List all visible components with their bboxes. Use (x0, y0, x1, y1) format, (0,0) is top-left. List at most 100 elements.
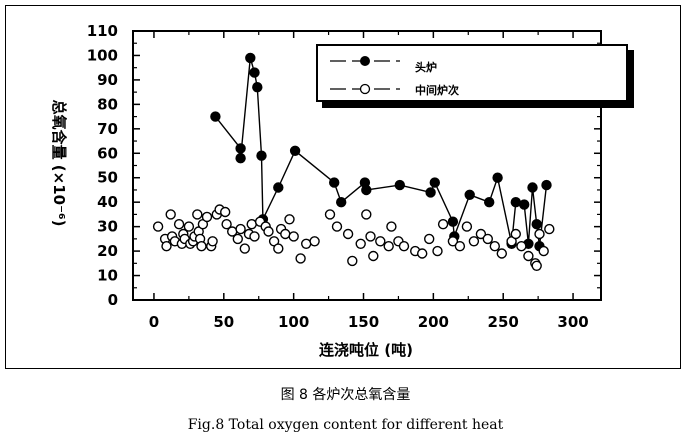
x-tick-label: 100 (278, 313, 309, 331)
x-tick-label: 150 (348, 313, 379, 331)
data-point-series-2 (424, 233, 435, 245)
x-tick-label: 200 (418, 313, 449, 331)
data-point-series-2 (489, 240, 500, 252)
y-tick-label: 80 (97, 95, 118, 113)
y-tick-label: 100 (87, 46, 118, 64)
data-point-series-2 (309, 236, 320, 247)
data-point-series-2 (375, 236, 386, 247)
data-point-series-2 (280, 228, 291, 240)
legend-marker-series-1 (360, 56, 370, 66)
data-point-series-2 (239, 243, 251, 254)
data-point-series-1 (447, 216, 459, 227)
data-point-series-2 (301, 238, 312, 250)
y-tick-label: 0 (108, 291, 118, 309)
data-point-series-1 (235, 152, 246, 164)
x-tick-label: 50 (213, 313, 234, 331)
data-point-series-2 (475, 228, 487, 240)
x-tick-label: 300 (557, 313, 588, 331)
data-point-series-1 (256, 150, 267, 161)
data-point-series-1 (464, 189, 475, 201)
y-tick-label: 50 (97, 169, 118, 187)
data-point-series-2 (273, 243, 284, 254)
data-point-series-1 (329, 177, 340, 188)
data-point-series-1 (336, 196, 347, 208)
data-point-series-2 (437, 218, 449, 230)
data-point-series-2 (365, 231, 376, 242)
y-tick-label: 90 (97, 71, 118, 89)
data-point-series-2 (183, 221, 195, 232)
data-point-series-2 (461, 221, 473, 232)
data-point-series-2 (386, 221, 397, 232)
data-point-series-2 (221, 218, 232, 230)
data-point-series-1 (210, 111, 221, 122)
y-tick-label: 10 (97, 267, 118, 285)
total-oxygen-chart: 0 10 20 30 40 50 60 70 80 90 100 110 0 50 100 150 200 250… (50, 22, 634, 359)
data-point-series-2 (152, 221, 164, 232)
legend-label-series-1: 头炉 (415, 60, 437, 74)
y-tick-label: 110 (87, 22, 118, 40)
data-point-series-2 (284, 214, 295, 225)
series-points (152, 52, 555, 271)
data-point-series-1 (273, 182, 284, 193)
tick-labels: 0 10 20 30 40 50 60 70 80 90 100 110 0 50 100 150 200 250… (87, 22, 589, 331)
data-point-series-2 (173, 218, 185, 230)
data-point-series-2 (454, 240, 466, 252)
data-point-series-2 (219, 206, 231, 218)
data-point-series-2 (207, 236, 218, 247)
data-point-series-2 (331, 221, 343, 232)
data-point-series-1 (519, 199, 530, 210)
data-point-series-1 (425, 187, 436, 198)
data-point-series-1 (527, 182, 538, 193)
data-point-series-2 (355, 238, 366, 250)
data-point-series-2 (235, 223, 246, 235)
data-point-series-1 (235, 143, 246, 154)
data-point-series-2 (161, 240, 172, 252)
data-point-series-2 (398, 240, 410, 252)
data-point-series-2 (538, 245, 549, 257)
data-point-series-2 (196, 240, 207, 252)
data-point-series-2 (288, 231, 299, 242)
x-axis-title: 连浇吨位 (吨) (319, 341, 413, 359)
data-point-series-1 (252, 81, 263, 93)
figure-caption-chinese: 图 8 各炉次总氧含量 (280, 387, 411, 403)
data-point-series-2 (523, 250, 534, 262)
data-point-series-2 (232, 233, 244, 245)
data-point-series-2 (263, 226, 274, 237)
data-point-series-2 (383, 240, 394, 252)
data-point-series-1 (492, 172, 503, 183)
y-tick-label: 30 (97, 218, 118, 236)
data-point-series-1 (484, 196, 495, 208)
data-point-series-2 (295, 253, 306, 264)
data-point-series-2 (246, 218, 257, 230)
data-point-series-2 (347, 255, 358, 267)
data-point-series-1 (531, 218, 542, 230)
data-point-series-2 (249, 231, 260, 242)
data-point-series-1 (541, 179, 552, 191)
data-point-series-1 (289, 145, 301, 157)
x-tick-label: 0 (149, 313, 159, 331)
data-point-series-2 (165, 209, 176, 220)
data-point-series-2 (531, 260, 542, 271)
y-axis-title: 总氧含量 (×10⁻⁶) (50, 100, 68, 227)
data-point-series-2 (361, 209, 372, 220)
legend-marker-series-2 (359, 83, 371, 95)
data-point-series-1 (510, 196, 521, 208)
y-tick-label: 70 (97, 120, 118, 138)
data-point-series-2 (496, 248, 507, 259)
data-point-series-1 (245, 52, 256, 64)
data-point-series-2 (510, 228, 521, 240)
legend-label-series-2: 中间炉次 (415, 83, 459, 97)
y-tick-label: 20 (97, 242, 118, 260)
data-point-series-1 (429, 177, 440, 188)
data-point-series-1 (249, 67, 260, 78)
data-point-series-2 (201, 211, 213, 223)
y-tick-label: 60 (97, 144, 118, 162)
data-point-series-2 (368, 250, 379, 262)
data-point-series-2 (482, 233, 493, 245)
data-point-series-2 (417, 248, 428, 259)
data-point-series-2 (544, 223, 555, 235)
data-point-series-2 (324, 209, 336, 220)
data-point-series-2 (468, 236, 480, 247)
x-tick-label: 250 (488, 313, 519, 331)
data-point-series-2 (432, 245, 443, 257)
